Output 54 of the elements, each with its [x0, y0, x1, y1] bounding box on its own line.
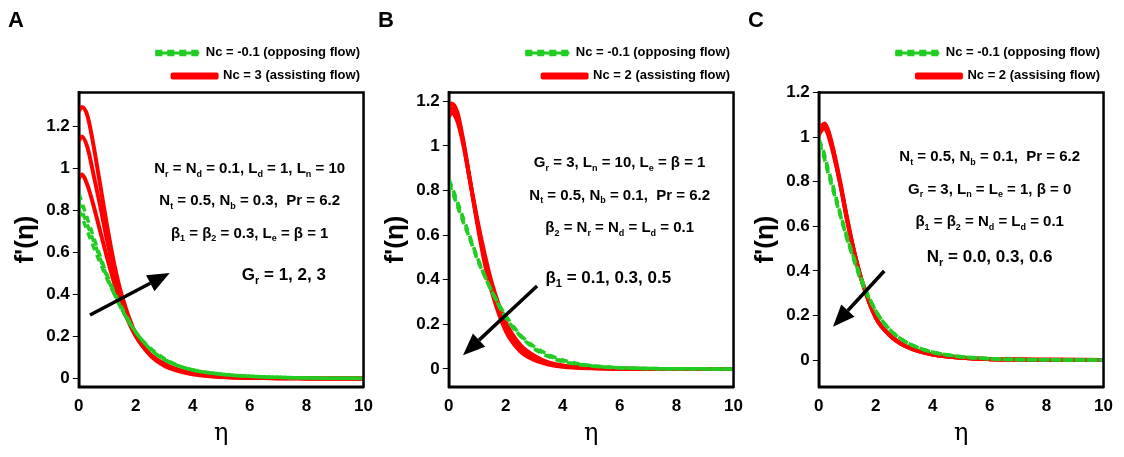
x-tick-label: 10	[354, 395, 374, 415]
x-tick-label: 8	[301, 395, 312, 415]
y-tick-label: 0.6	[786, 215, 810, 235]
legend-label: Nc = 2 (assising flow)	[967, 67, 1101, 83]
x-tick-label: 2	[871, 395, 881, 415]
x-tick-label: 4	[927, 395, 938, 415]
y-tick-label: 0	[430, 358, 440, 378]
y-tick-label: 1.2	[416, 91, 440, 111]
x-tick-label: 0	[814, 395, 824, 415]
y-tick-label: 0	[800, 349, 810, 369]
x-tick-label: 10	[724, 395, 744, 415]
x-tick-label: 2	[131, 395, 141, 415]
y-tick-label: 1	[800, 126, 810, 146]
x-tick-label: 0	[444, 395, 454, 415]
y-tick-label: 0.4	[416, 269, 441, 289]
x-tick-label: 8	[1041, 395, 1052, 415]
x-axis-title: η	[213, 417, 229, 446]
y-tick-label: 0.8	[416, 180, 440, 200]
y-axis-title: f'(η)	[378, 215, 409, 264]
y-tick-label: 0.2	[416, 314, 440, 334]
x-tick-label: 6	[244, 395, 255, 415]
legend-label: Nc = -0.1 (opposing flow)	[205, 44, 361, 60]
y-tick-label: 0.8	[786, 171, 810, 191]
x-tick-label: 6	[984, 395, 995, 415]
y-tick-label: 0	[60, 368, 70, 388]
x-tick-label: 0	[74, 395, 84, 415]
y-axis-title: f'(η)	[748, 215, 779, 264]
y-tick-label: 0.6	[416, 224, 440, 244]
y-tick-label: 0.4	[46, 283, 71, 303]
y-tick-label: 1	[430, 135, 440, 155]
y-tick-label: 0.2	[46, 326, 70, 346]
chart-title: C	[748, 7, 764, 33]
legend-label: Nc = 3 (assisting flow)	[223, 67, 361, 83]
x-tick-label: 8	[671, 395, 682, 415]
y-tick-label: 1.2	[786, 82, 810, 102]
y-tick-label: 0.2	[786, 305, 810, 325]
y-tick-label: 0.8	[46, 199, 70, 219]
y-tick-label: 1.2	[46, 115, 70, 135]
y-axis-title: f'(η)	[8, 215, 39, 264]
y-tick-label: 0.6	[46, 241, 70, 261]
x-tick-label: 2	[501, 395, 511, 415]
y-tick-label: 0.4	[786, 260, 811, 280]
x-axis-title: η	[953, 417, 969, 446]
legend-label: Nc = -0.1 (opposing flow)	[575, 44, 731, 60]
x-tick-label: 4	[557, 395, 568, 415]
chart-title: B	[378, 7, 394, 33]
y-tick-label: 1	[60, 157, 70, 177]
legend-label: Nc = 2 (assisting flow)	[593, 67, 731, 83]
chart-title: A	[8, 7, 24, 33]
x-tick-label: 10	[1094, 395, 1114, 415]
x-axis-title: η	[583, 417, 599, 446]
x-tick-label: 6	[614, 395, 625, 415]
legend-label: Nc = -0.1 (opposing flow)	[945, 44, 1101, 60]
x-tick-label: 4	[187, 395, 198, 415]
